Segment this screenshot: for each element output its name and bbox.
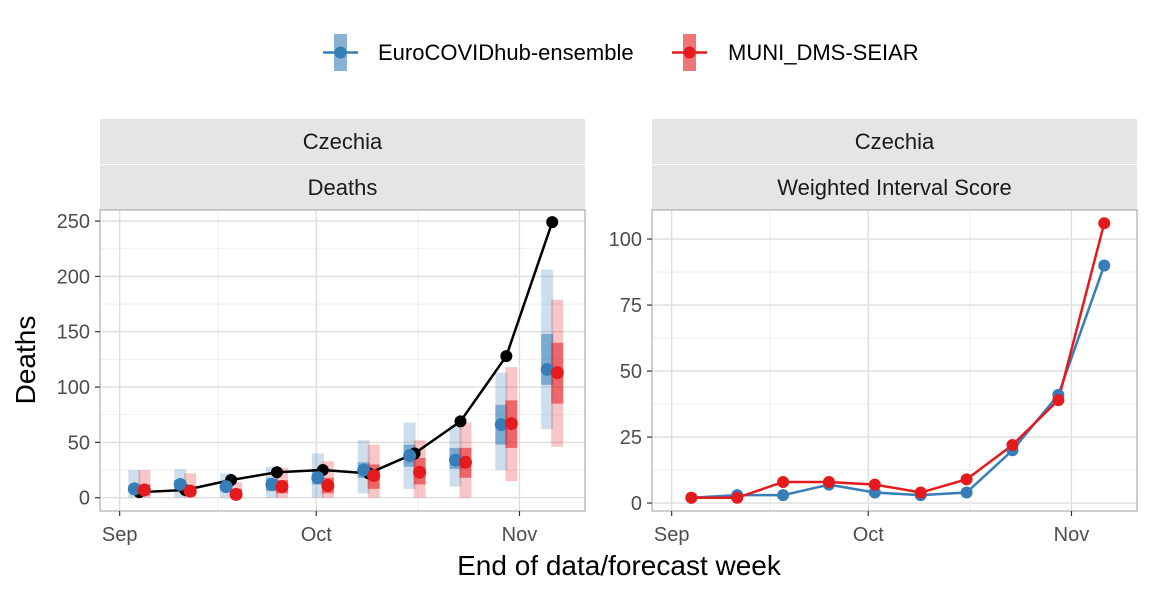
score-point: [1052, 394, 1065, 407]
median-point: [311, 471, 325, 485]
observed-point: [546, 216, 559, 229]
legend-label-muni: MUNI_DMS-SEIAR: [728, 40, 919, 65]
wis-panel: 0 25 50 75 100 Sep Oct Nov: [609, 209, 1138, 546]
observed-line: [139, 221, 554, 494]
median-point: [413, 465, 427, 479]
median-point: [137, 483, 151, 497]
median-point: [367, 469, 381, 483]
legend: EuroCOVIDhub-ensemble MUNI_DMS-SEIAR: [323, 34, 919, 71]
panel-background: [652, 210, 1137, 511]
score-point: [960, 486, 973, 499]
observed-point: [454, 415, 467, 428]
x-axis-title: End of data/forecast week: [457, 550, 782, 581]
x-tick-label: Oct: [301, 524, 333, 546]
median-point: [357, 463, 371, 477]
median-point: [540, 362, 554, 376]
score-point: [914, 486, 927, 499]
panel-border: [99, 209, 586, 512]
left-strip-location: [100, 119, 585, 164]
legend-label-ensemble: EuroCOVIDhub-ensemble: [378, 40, 634, 65]
score-point: [1006, 438, 1019, 451]
left-panel-strips: Czechia Deaths: [100, 119, 585, 210]
right-strip-location-label: Czechia: [855, 129, 935, 154]
left-strip-target: [100, 165, 585, 210]
left-strip-location-label: Czechia: [303, 129, 383, 154]
legend-key-ensemble: [323, 34, 358, 71]
score-point: [868, 478, 881, 491]
x-tick-label: Nov: [1054, 524, 1090, 546]
median-point: [448, 453, 462, 467]
score-point: [777, 489, 790, 502]
median-point: [494, 418, 508, 432]
deaths-panel: 0 50 100 150 200 250 Sep Oct Nov: [57, 209, 586, 546]
score-point: [777, 475, 790, 488]
legend-key-muni: [672, 34, 707, 71]
y-tick-label: 100: [57, 377, 90, 399]
y-tick-label: 250: [57, 211, 90, 233]
y-tick-label: 150: [57, 322, 90, 344]
median-point: [275, 480, 289, 494]
median-point: [504, 417, 518, 431]
right-panel-strips: Czechia Weighted Interval Score: [652, 119, 1137, 210]
score-line: [691, 222, 1106, 500]
observed-point: [500, 350, 513, 363]
score-point: [1098, 259, 1111, 272]
median-point: [127, 482, 141, 496]
panel-border: [651, 209, 1138, 512]
x-tick-label: Nov: [502, 524, 538, 546]
median-point: [321, 479, 335, 493]
observed-point: [270, 466, 283, 479]
y-tick-label: 75: [620, 295, 642, 317]
median-point: [183, 484, 197, 498]
median-point: [458, 455, 472, 469]
right-strip-metric-label: Weighted Interval Score: [777, 175, 1011, 200]
score-point: [1098, 217, 1111, 230]
median-point: [173, 477, 187, 491]
y-axis-title-deaths: Deaths: [10, 316, 41, 405]
score-point: [685, 491, 698, 504]
median-point: [229, 487, 243, 501]
x-tick-label: Sep: [102, 524, 138, 546]
y-tick-label: 25: [620, 427, 642, 449]
median-point: [265, 477, 279, 491]
legend-key-ensemble-point: [334, 46, 347, 59]
y-tick-label: 0: [79, 488, 90, 510]
y-tick-label: 50: [620, 361, 642, 383]
score-point: [822, 475, 835, 488]
right-strip-location: [652, 119, 1137, 164]
y-tick-label: 50: [68, 432, 90, 454]
right-strip-metric: [652, 165, 1137, 210]
score-point: [731, 491, 744, 504]
median-point: [403, 449, 417, 463]
legend-key-muni-point: [683, 46, 696, 59]
x-tick-label: Oct: [853, 524, 885, 546]
score-point: [960, 473, 973, 486]
y-tick-label: 0: [631, 493, 642, 515]
y-tick-label: 200: [57, 266, 90, 288]
x-tick-label: Sep: [654, 524, 690, 546]
median-point: [219, 480, 233, 494]
left-strip-target-label: Deaths: [308, 175, 378, 200]
median-point: [550, 366, 564, 380]
y-tick-label: 100: [609, 229, 642, 251]
